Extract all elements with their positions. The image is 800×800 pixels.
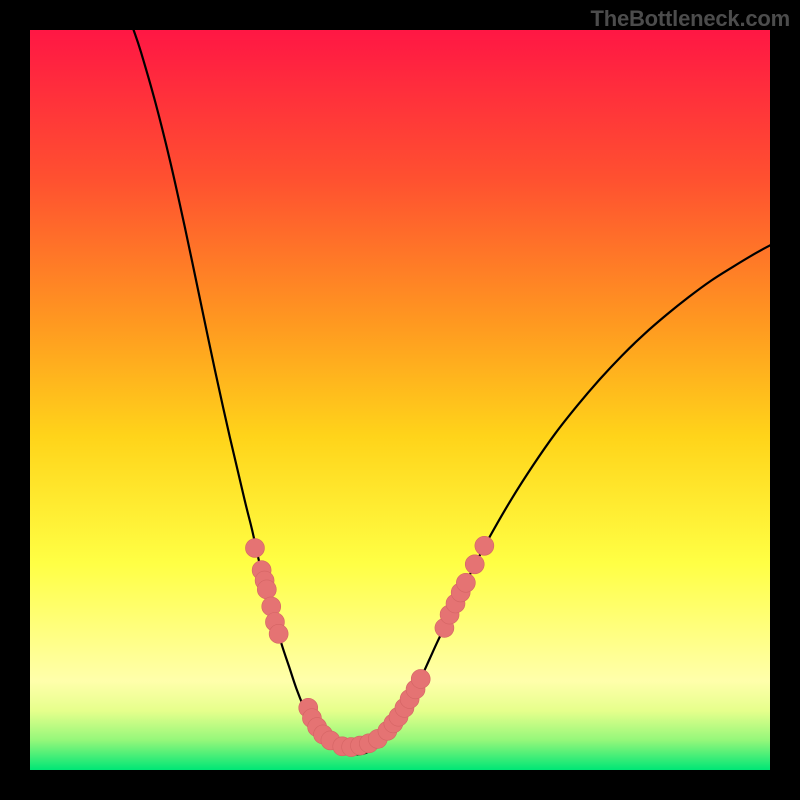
marker-dot [257, 580, 276, 599]
marker-dot [269, 624, 288, 643]
marker-dot [245, 539, 264, 558]
watermark: TheBottleneck.com [590, 6, 790, 32]
marker-dot [456, 573, 475, 592]
bottleneck-chart: TheBottleneck.com [0, 0, 800, 800]
gradient-background [30, 30, 770, 770]
marker-dot [465, 555, 484, 574]
chart-svg [0, 0, 800, 800]
marker-dot [411, 669, 430, 688]
marker-dot [475, 536, 494, 555]
